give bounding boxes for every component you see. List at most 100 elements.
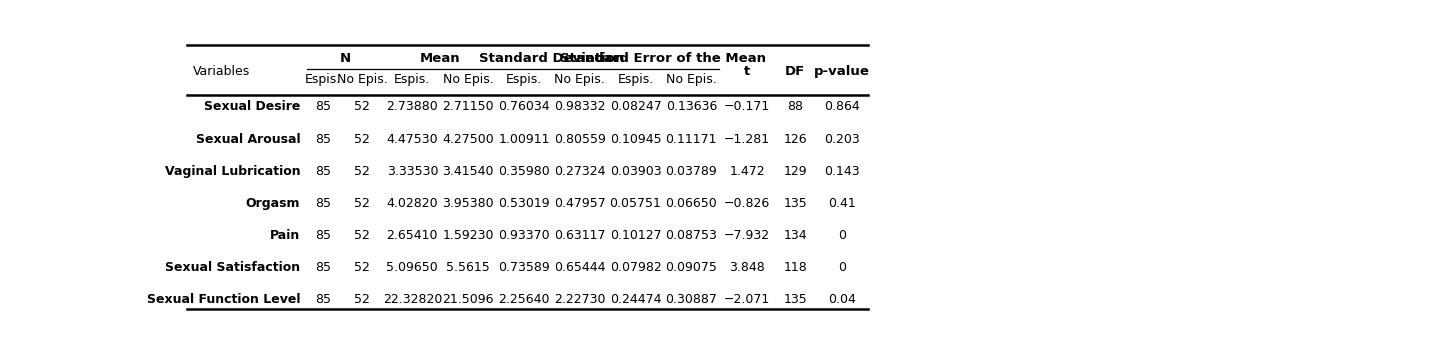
Text: −0.826: −0.826 xyxy=(724,197,770,210)
Text: 0.27324: 0.27324 xyxy=(553,165,605,178)
Text: 0.03789: 0.03789 xyxy=(666,165,717,178)
Text: 85: 85 xyxy=(315,100,331,113)
Text: 0.73589: 0.73589 xyxy=(499,261,551,274)
Text: 2.22730: 2.22730 xyxy=(553,293,605,306)
Text: 0.10127: 0.10127 xyxy=(610,229,662,242)
Text: 0.07982: 0.07982 xyxy=(610,261,662,274)
Text: Espis.: Espis. xyxy=(617,74,653,87)
Text: 0.04: 0.04 xyxy=(828,293,855,306)
Text: 4.47530: 4.47530 xyxy=(387,132,438,145)
Text: t: t xyxy=(744,65,750,78)
Text: 135: 135 xyxy=(783,293,808,306)
Text: 0.53019: 0.53019 xyxy=(499,197,549,210)
Text: 0.06650: 0.06650 xyxy=(666,197,717,210)
Text: 0.864: 0.864 xyxy=(824,100,860,113)
Text: 0.30887: 0.30887 xyxy=(665,293,717,306)
Text: 52: 52 xyxy=(354,197,370,210)
Text: 126: 126 xyxy=(783,132,806,145)
Text: Orgasm: Orgasm xyxy=(246,197,301,210)
Text: 0.93370: 0.93370 xyxy=(499,229,549,242)
Text: 88: 88 xyxy=(788,100,803,113)
Text: 1.59230: 1.59230 xyxy=(442,229,494,242)
Text: 118: 118 xyxy=(783,261,808,274)
Text: 22.32820: 22.32820 xyxy=(383,293,442,306)
Text: 52: 52 xyxy=(354,165,370,178)
Text: 4.02820: 4.02820 xyxy=(387,197,438,210)
Text: 0.65444: 0.65444 xyxy=(553,261,605,274)
Text: Standard Deviation: Standard Deviation xyxy=(480,52,624,65)
Text: 0.35980: 0.35980 xyxy=(499,165,551,178)
Text: 52: 52 xyxy=(354,132,370,145)
Text: 3.41540: 3.41540 xyxy=(442,165,494,178)
Text: −2.071: −2.071 xyxy=(724,293,770,306)
Text: 129: 129 xyxy=(783,165,806,178)
Text: 0.41: 0.41 xyxy=(828,197,855,210)
Text: Espis.: Espis. xyxy=(506,74,542,87)
Text: 2.65410: 2.65410 xyxy=(387,229,438,242)
Text: 0.05751: 0.05751 xyxy=(610,197,662,210)
Text: 1.00911: 1.00911 xyxy=(499,132,549,145)
Text: Sexual Arousal: Sexual Arousal xyxy=(195,132,301,145)
Text: 0.09075: 0.09075 xyxy=(665,261,717,274)
Text: 85: 85 xyxy=(315,229,331,242)
Text: 1.472: 1.472 xyxy=(730,165,764,178)
Text: 0.203: 0.203 xyxy=(824,132,860,145)
Text: p-value: p-value xyxy=(814,65,870,78)
Text: 0.11171: 0.11171 xyxy=(666,132,717,145)
Text: 2.73880: 2.73880 xyxy=(386,100,438,113)
Text: 0.24474: 0.24474 xyxy=(610,293,662,306)
Text: No Epis.: No Epis. xyxy=(555,74,605,87)
Text: 135: 135 xyxy=(783,197,808,210)
Text: 4.27500: 4.27500 xyxy=(442,132,494,145)
Text: 3.848: 3.848 xyxy=(730,261,764,274)
Text: 0.47957: 0.47957 xyxy=(553,197,605,210)
Text: No Epis.: No Epis. xyxy=(442,74,494,87)
Text: 52: 52 xyxy=(354,100,370,113)
Text: 0.143: 0.143 xyxy=(824,165,860,178)
Text: No Epis.: No Epis. xyxy=(337,74,387,87)
Text: 0: 0 xyxy=(838,261,845,274)
Text: Vaginal Lubrication: Vaginal Lubrication xyxy=(165,165,301,178)
Text: 85: 85 xyxy=(315,293,331,306)
Text: 0.76034: 0.76034 xyxy=(499,100,549,113)
Text: 134: 134 xyxy=(783,229,806,242)
Text: Espis.: Espis. xyxy=(394,74,431,87)
Text: 0.08753: 0.08753 xyxy=(665,229,717,242)
Text: 21.5096: 21.5096 xyxy=(442,293,494,306)
Text: Pain: Pain xyxy=(270,229,301,242)
Text: 85: 85 xyxy=(315,261,331,274)
Text: 0.03903: 0.03903 xyxy=(610,165,662,178)
Text: 85: 85 xyxy=(315,197,331,210)
Text: Sexual Desire: Sexual Desire xyxy=(204,100,301,113)
Text: 0.80559: 0.80559 xyxy=(553,132,605,145)
Text: 2.71150: 2.71150 xyxy=(442,100,494,113)
Text: DF: DF xyxy=(785,65,805,78)
Text: 85: 85 xyxy=(315,165,331,178)
Text: 0.63117: 0.63117 xyxy=(553,229,605,242)
Text: 0.13636: 0.13636 xyxy=(666,100,717,113)
Text: 0.10945: 0.10945 xyxy=(610,132,662,145)
Text: 2.25640: 2.25640 xyxy=(499,293,549,306)
Text: 3.33530: 3.33530 xyxy=(387,165,438,178)
Text: 52: 52 xyxy=(354,261,370,274)
Text: 52: 52 xyxy=(354,229,370,242)
Text: 3.95380: 3.95380 xyxy=(442,197,494,210)
Text: Sexual Satisfaction: Sexual Satisfaction xyxy=(165,261,301,274)
Text: −7.932: −7.932 xyxy=(724,229,770,242)
Text: 0.08247: 0.08247 xyxy=(610,100,662,113)
Text: Mean: Mean xyxy=(420,52,461,65)
Text: 0.98332: 0.98332 xyxy=(553,100,605,113)
Text: Sexual Function Level: Sexual Function Level xyxy=(147,293,301,306)
Text: 5.5615: 5.5615 xyxy=(447,261,490,274)
Text: 85: 85 xyxy=(315,132,331,145)
Text: N: N xyxy=(340,52,351,65)
Text: 0: 0 xyxy=(838,229,845,242)
Text: 5.09650: 5.09650 xyxy=(386,261,438,274)
Text: 52: 52 xyxy=(354,293,370,306)
Text: No Epis.: No Epis. xyxy=(666,74,717,87)
Text: Variables: Variables xyxy=(192,65,250,78)
Text: −1.281: −1.281 xyxy=(724,132,770,145)
Text: Standard Error of the Mean: Standard Error of the Mean xyxy=(561,52,766,65)
Text: −0.171: −0.171 xyxy=(724,100,770,113)
Text: Espis.: Espis. xyxy=(305,74,341,87)
